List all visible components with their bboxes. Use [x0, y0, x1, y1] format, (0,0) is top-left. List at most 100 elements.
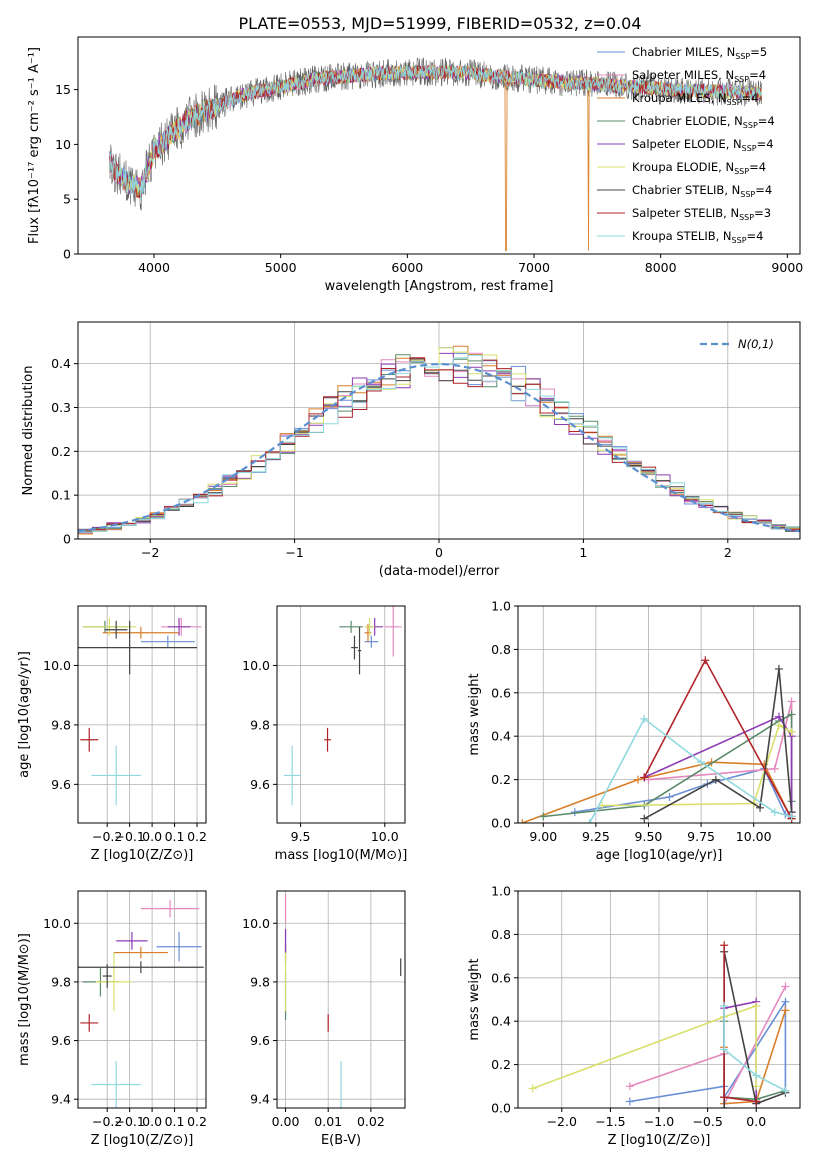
series-marker	[787, 710, 796, 719]
legend-label-main: Salpeter ELODIE, N	[632, 137, 742, 151]
y-tick-label: 0.3	[51, 400, 71, 415]
legend-label-tail: =4	[758, 114, 775, 128]
y-tick-label: 5	[63, 192, 71, 207]
y-tick-label: 9.8	[250, 717, 270, 732]
x-tick-label: 9.5	[291, 829, 311, 844]
legend-label: Kroupa ELODIE, NSSP=4	[632, 160, 766, 176]
y-tick-label: 0.4	[51, 356, 71, 371]
series-line-5	[532, 1004, 757, 1090]
series-marker	[781, 1006, 790, 1015]
x-tick-label: 0.2	[187, 829, 207, 844]
x-axis-label: Z [log10(Z/Z⊙)]	[91, 1133, 194, 1148]
y-axis-label: Normed distribution	[21, 366, 36, 496]
x-axis-label: Z [log10(Z/Z⊙)]	[608, 1133, 711, 1148]
x-axis-label: mass [log10(M/M⊙)]	[275, 848, 408, 863]
series-marker	[697, 758, 706, 767]
y-tick-label: 0.4	[491, 729, 511, 744]
y-tick-label: 0.0	[491, 816, 511, 831]
age-vs-Z-axes: −0.2−0.10.0 0.1 0.2 9.6 9.8 10.0 Z [log10(Z/Z⊙…	[17, 605, 207, 863]
series-marker	[752, 1097, 761, 1106]
weight-vs-Z-axes: −2.0 −1.5 −1.0 −0.5 0.0 0.0 0.2 0.4 0.6 0.8 1.0 Z […	[467, 884, 801, 1148]
x-tick-label: 0.0	[746, 1114, 766, 1129]
legend-label-normal: N(0,1)	[738, 337, 774, 351]
spectrum-series-8	[109, 64, 763, 199]
legend-label-sub: SSP	[727, 98, 742, 107]
series-marker	[774, 721, 783, 730]
x-tick-label: 0	[435, 545, 443, 560]
legend-label-sub: SSP	[734, 167, 749, 176]
series-marker	[640, 814, 649, 823]
page-title: PLATE=0553, MJD=51999, FIBERID=0532, z=0…	[238, 14, 641, 33]
series-marker	[720, 1045, 729, 1054]
x-tick-label: 10.0	[371, 829, 399, 844]
mass-vs-Z-frame	[77, 890, 207, 1109]
legend-label-tail: =3	[754, 206, 771, 220]
y-axis-label: mass weight	[467, 958, 482, 1040]
x-tick-label: 9.75	[687, 829, 715, 844]
y-tick-label: 0.2	[491, 1057, 511, 1072]
legend-label: Salpeter STELIB, NSSP=3	[632, 206, 771, 222]
y-tick-label: 9.6	[250, 1033, 270, 1048]
x-tick-label: 0.2	[187, 1114, 207, 1129]
weight-vs-age-lines	[518, 656, 796, 823]
y-tick-label: 10.0	[242, 658, 270, 673]
y-tick-label: 10.0	[242, 916, 270, 931]
x-tick-label: 0.00	[272, 1114, 300, 1129]
histogram-series-8	[78, 354, 800, 533]
series-marker	[528, 1084, 537, 1093]
series-marker	[665, 792, 674, 801]
x-tick-label: −0.2	[92, 829, 122, 844]
y-tick-label: 0.4	[491, 1014, 511, 1029]
x-tick-label: −2	[141, 545, 159, 560]
series-marker	[625, 1097, 634, 1106]
x-tick-label: 0.0	[142, 1114, 162, 1129]
series-marker	[752, 1002, 761, 1011]
series-line-8	[723, 1006, 786, 1092]
y-tick-label: 10.0	[43, 916, 71, 931]
spectrum-axes: 4000 5000 6000 7000 8000 9000 0 5 10 15 wavelength…	[27, 36, 803, 294]
legend-label: Chabrier STELIB, NSSP=4	[632, 183, 772, 199]
x-tick-label: 5000	[265, 260, 297, 275]
legend-label-main: Kroupa MILES, N	[632, 91, 727, 105]
x-tick-label: 1	[579, 545, 587, 560]
series-marker	[640, 714, 649, 723]
series-marker	[640, 773, 649, 782]
series-marker	[518, 819, 527, 823]
legend-label-sub: SSP	[732, 236, 747, 245]
y-tick-label: 0.8	[491, 927, 511, 942]
x-tick-label: 9.00	[529, 829, 557, 844]
x-axis-label: Z [log10(Z/Z⊙)]	[91, 848, 194, 863]
y-tick-label: 10	[55, 137, 71, 152]
y-tick-label: 0.1	[51, 488, 71, 503]
y-axis-label: mass weight	[467, 673, 482, 755]
x-tick-label: 0.0	[142, 829, 162, 844]
spectrum-frame	[77, 36, 801, 255]
legend-label-tail: =4	[749, 160, 766, 174]
x-tick-label: 6000	[391, 260, 423, 275]
normal-curve	[78, 362, 800, 533]
series-marker	[720, 1104, 729, 1108]
weight-vs-Z-frame	[517, 890, 801, 1109]
x-tick-label: −1.0	[644, 1114, 674, 1129]
series-marker	[585, 819, 594, 823]
legend-label-sub: SSP	[743, 121, 758, 130]
series-marker	[756, 803, 765, 812]
y-tick-label: 9.8	[250, 974, 270, 989]
x-tick-label: 0.01	[314, 1114, 342, 1129]
age-vs-mass-frame	[276, 605, 406, 824]
legend-label-main: Kroupa ELODIE, N	[632, 160, 734, 174]
legend-label-tail: =4	[749, 68, 766, 82]
x-tick-label: −0.5	[692, 1114, 722, 1129]
y-tick-label: 15	[55, 82, 71, 97]
series-marker	[701, 656, 710, 665]
series-marker	[633, 775, 642, 784]
y-tick-label: 0.6	[491, 685, 511, 700]
histogram-steps	[78, 345, 800, 535]
legend-label: Kroupa STELIB, NSSP=4	[632, 229, 763, 245]
series-marker	[781, 982, 790, 991]
mass-vs-Z-axes: −0.2−0.10.0 0.1 0.2 9.4 9.6 9.8 10.0 Z [log10(Z…	[17, 890, 207, 1148]
series-marker	[787, 727, 796, 736]
legend-label-tail: =4	[747, 229, 764, 243]
